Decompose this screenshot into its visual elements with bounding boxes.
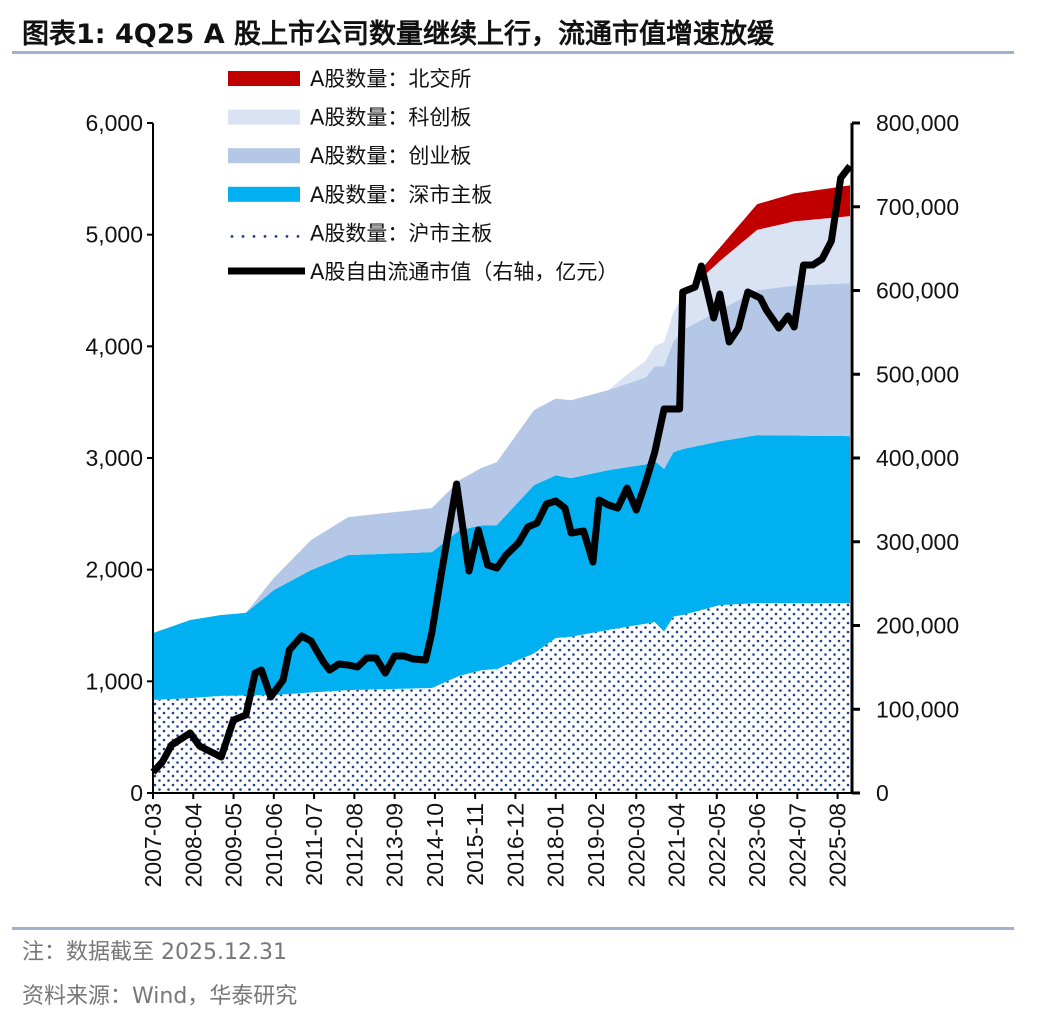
x-tick-label: 2018-01 [543,803,569,887]
legend-swatch-bse [228,71,300,86]
note-data-date: 注：数据截至 2025.12.31 [22,940,287,965]
x-tick-label: 2025-08 [825,803,851,887]
chart: 0 1,000 2,000 3,000 4,000 5,000 6,000 0 100,000 2… [85,67,959,887]
stacked-areas [153,185,850,793]
x-tick-label: 2010-06 [261,803,287,887]
left-tick-label: 3,000 [85,445,143,471]
area-star [153,216,850,634]
legend-swatch-dot [252,235,256,238]
legend-swatch-dot [263,235,267,238]
note-source: 资料来源：Wind，华泰研究 [22,984,298,1009]
x-tick-label: 2007-03 [140,803,166,887]
right-tick-label: 700,000 [876,194,959,220]
right-tick-label: 600,000 [876,278,959,304]
x-tick-label: 2021-04 [664,803,690,888]
legend-label: A股数量：创业板 [310,144,471,168]
right-tick-label: 400,000 [876,445,959,471]
x-tick-label: 2014-10 [422,803,448,887]
legend-label: A股数量：深市主板 [310,183,492,207]
left-tick-label: 4,000 [85,333,143,359]
x-tick-label: 2012-08 [341,803,367,887]
legend-swatch-dot [241,235,245,238]
market-cap-line [150,163,853,775]
legend-swatch-star [228,109,300,125]
x-tick-label: 2009-05 [221,803,247,887]
x-tick-label: 2011-07 [301,803,327,886]
legend-swatch-dot [230,235,234,238]
right-tick-label: 100,000 [876,696,959,722]
footer-divider [12,927,1014,930]
right-tick-label: 300,000 [876,529,959,555]
left-tick-label: 5,000 [85,222,143,248]
right-tick-label: 0 [876,780,889,806]
legend-swatch-dot [296,235,300,238]
left-tick-label: 6,000 [85,110,143,136]
title-divider [12,51,1014,54]
x-tick-label: 2008-04 [180,803,206,888]
x-tick-label: 2023-06 [744,803,770,887]
x-tick-label: 2020-03 [623,803,649,887]
x-tick-label: 2015-11 [462,803,488,886]
area-sh_main [153,603,850,793]
x-tick-label: 2022-05 [704,803,730,887]
legend-label: A股数量：沪市主板 [310,221,492,245]
axes: 0 1,000 2,000 3,000 4,000 5,000 6,000 0 100,000 2… [85,110,959,887]
x-tick-label: 2019-02 [583,803,609,887]
right-tick-label: 500,000 [876,361,959,387]
right-tick-label: 200,000 [876,613,959,639]
left-tick-label: 0 [130,780,143,806]
legend-swatch-dot [285,235,289,238]
right-tick-label: 800,000 [876,110,959,136]
legend-label: A股数量：科创板 [310,106,471,130]
left-tick-label: 1,000 [85,668,143,694]
x-tick-label: 2013-09 [382,803,408,887]
legend-swatch-dot [274,235,278,238]
x-tick-label: 2016-12 [502,803,528,887]
legend-label: A股数量：北交所 [310,67,471,91]
legend-swatch-chinext [228,148,300,164]
market-cap-line-group [150,163,853,775]
legend: A股数量：北交所 A股数量：科创板 A股数量：创业板 A股数量：深市主板 A股数量：沪市… [228,67,618,284]
chart-title: 图表1: 4Q25 A 股上市公司数量继续上行，流通市值增速放缓 [22,19,774,50]
legend-label: A股自由流通市值（右轴，亿元） [310,260,618,284]
left-tick-label: 2,000 [85,557,143,583]
x-tick-label: 2024-07 [784,803,810,887]
area-chinext [153,283,850,634]
legend-swatch-sz_main [228,186,300,202]
